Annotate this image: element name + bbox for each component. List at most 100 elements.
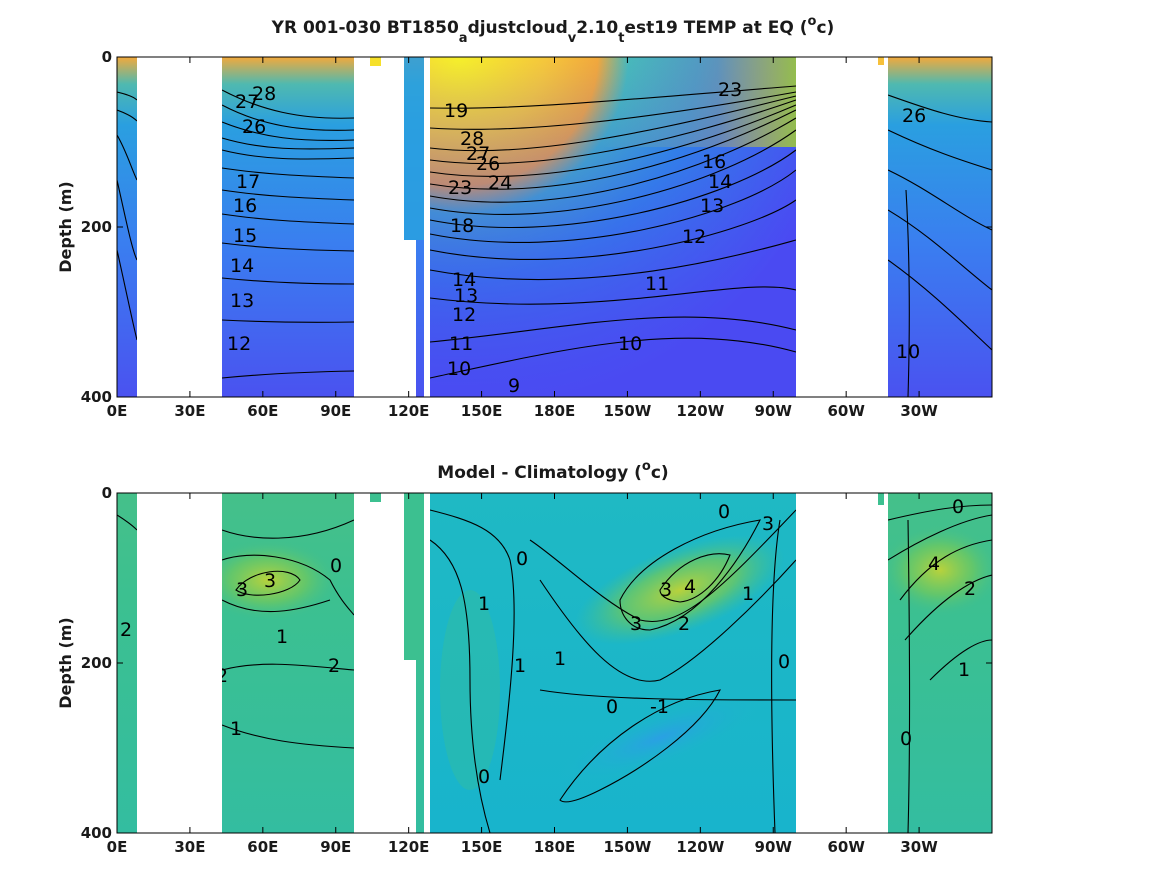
contour-label: 1	[230, 718, 242, 740]
y-tick-label: 400	[81, 824, 112, 842]
contour-label: 0	[606, 696, 618, 718]
x-tick-label: 180E	[534, 402, 576, 420]
contour-label: 9	[508, 375, 520, 397]
contour-label: 1	[742, 583, 754, 605]
land-mask-maritime	[404, 240, 416, 397]
top-panel-title: YR 001-030 BT1850adjustcloudv2.10test19 …	[271, 14, 835, 46]
contour-label: 26	[242, 116, 266, 138]
maritime-cell	[404, 493, 424, 660]
contour-label: 3	[630, 613, 642, 635]
land-mask-americas	[796, 57, 888, 397]
contour-label: 4	[928, 553, 940, 575]
contour-label: 28	[252, 83, 276, 105]
contour-label: 10	[447, 358, 471, 380]
x-tick-label: 90E	[320, 402, 351, 420]
cold-anomaly-pacific	[556, 692, 764, 784]
contour-label: 27	[235, 91, 259, 113]
x-tick-label: 60W	[827, 838, 865, 856]
contour-label: 3	[660, 579, 672, 601]
x-tick-label: 90W	[755, 838, 793, 856]
bottom-panel: Model - Climatology (oc)	[56, 459, 993, 856]
contour-label: 16	[233, 195, 257, 217]
island-cell	[878, 493, 884, 505]
contour-label: 0	[478, 766, 490, 788]
top-y-axis-label: Depth (m)	[56, 181, 75, 273]
x-tick-label: 60E	[247, 838, 278, 856]
land-mask-americas	[796, 493, 888, 833]
y-tick-label: 400	[81, 388, 112, 406]
x-tick-label: 150E	[461, 402, 503, 420]
bottom-panel-title: Model - Climatology (oc)	[437, 459, 668, 483]
contour-label: -1	[650, 696, 669, 718]
contour-label: 0	[516, 548, 528, 570]
contour-label: 2	[964, 578, 976, 600]
contour-label: 13	[230, 290, 254, 312]
top-axes: 0E 30E 60E 90E 120E 150E 180E 150W 120W 90W 60W 30W…	[81, 48, 992, 420]
contour-label: 0	[900, 728, 912, 750]
x-tick-label: 0E	[107, 402, 128, 420]
contour-label: 13	[700, 195, 724, 217]
land-mask-africa	[137, 57, 222, 397]
contour-label: 12	[682, 226, 706, 248]
x-tick-label: 150W	[603, 838, 651, 856]
contour-label: 0	[778, 651, 790, 673]
contour-label: 26	[476, 153, 500, 175]
contour-label: 14	[452, 269, 476, 291]
x-tick-label: 150E	[461, 838, 503, 856]
land-mask-maritime	[354, 57, 404, 397]
top-contours	[117, 85, 992, 397]
x-tick-label: 30W	[900, 838, 938, 856]
x-tick-label: 0E	[107, 838, 128, 856]
contour-label: 26	[902, 105, 926, 127]
contour-label: 13	[454, 285, 478, 307]
contour-label: 0	[718, 501, 730, 523]
contour-label: 10	[618, 333, 642, 355]
contour-label: 14	[708, 171, 732, 193]
top-east-pacific-surface	[600, 57, 796, 147]
contour-label: 3	[236, 579, 248, 601]
x-tick-label: 120W	[676, 838, 724, 856]
contour-label: 12	[227, 333, 251, 355]
top-heatmap: 28 27 26 17 16 15 14 13 12 19 28 27 26 2…	[117, 57, 992, 397]
bottom-axes: 0E 30E 60E 90E 120E 150E 180E 150W 120W 90W 60W 30W…	[81, 484, 992, 856]
x-tick-label: 30W	[900, 402, 938, 420]
contour-label: 23	[448, 177, 472, 199]
contour-label: 3	[264, 570, 276, 592]
contour-label: 28	[460, 128, 484, 150]
x-tick-label: 90E	[320, 838, 351, 856]
contour-label: 15	[233, 225, 257, 247]
land-mask-maritime	[424, 493, 430, 833]
bottom-heatmap: 3 3 0 1 2 2 2 1 0 1 1 1 0 -1 3 3 4 2 1 0	[117, 493, 992, 833]
contour-label: 23	[718, 79, 742, 101]
contour-label: 1	[478, 593, 490, 615]
maritime-cell	[404, 57, 424, 240]
warm-anomaly-indian	[198, 540, 338, 620]
x-tick-label: 90W	[755, 402, 793, 420]
contour-label: 27	[466, 143, 490, 165]
land-mask-africa	[137, 493, 222, 833]
contour-label: 2	[328, 655, 340, 677]
contour-label: 14	[230, 255, 254, 277]
land-mask-maritime	[424, 57, 430, 397]
contour-label: 24	[488, 172, 512, 194]
y-tick-label: 0	[102, 48, 112, 66]
contour-label: 12	[452, 304, 476, 326]
island-cell	[370, 57, 381, 66]
land-mask-maritime	[354, 493, 404, 833]
x-tick-label: 120E	[388, 838, 430, 856]
contour-label: 11	[645, 273, 669, 295]
island-cell	[370, 493, 381, 502]
x-tick-label: 30E	[174, 838, 205, 856]
x-tick-label: 60W	[827, 402, 865, 420]
warm-anomaly-pacific	[575, 535, 785, 645]
contour-label: 1	[958, 659, 970, 681]
x-tick-label: 150W	[603, 402, 651, 420]
x-tick-label: 60E	[247, 402, 278, 420]
top-panel: YR 001-030 BT1850adjustcloudv2.10test19 …	[56, 14, 993, 420]
x-tick-label: 30E	[174, 402, 205, 420]
y-tick-label: 0	[102, 484, 112, 502]
bottom-y-axis-label: Depth (m)	[56, 617, 75, 709]
contour-label: 10	[896, 341, 920, 363]
contour-label: 0	[952, 496, 964, 518]
